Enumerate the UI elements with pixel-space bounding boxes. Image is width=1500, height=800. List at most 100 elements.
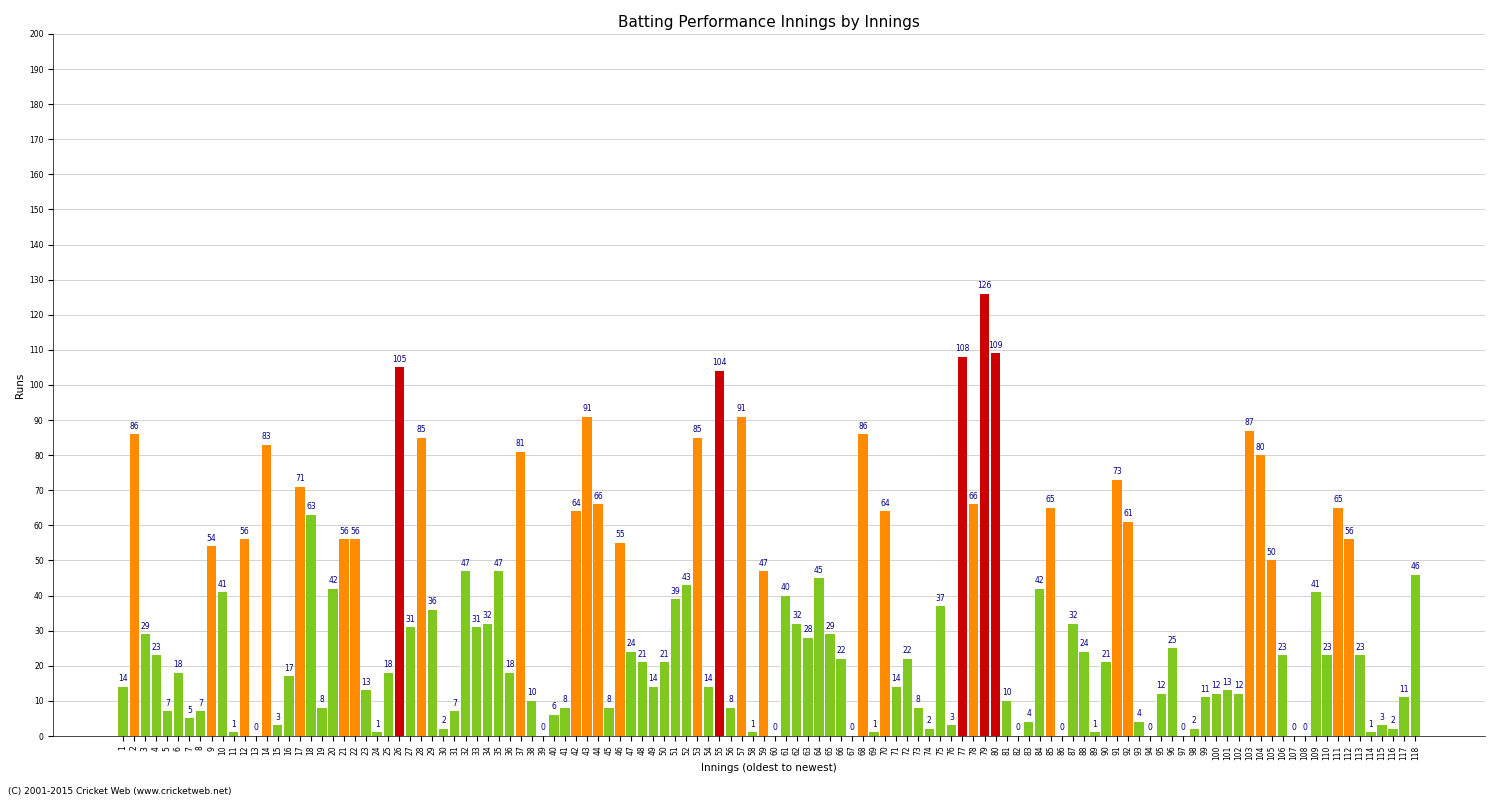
Text: 14: 14 xyxy=(891,674,902,683)
Text: 46: 46 xyxy=(1410,562,1420,571)
Text: 63: 63 xyxy=(306,502,316,511)
Bar xyxy=(748,733,758,736)
Bar xyxy=(1322,655,1332,736)
Bar xyxy=(262,445,272,736)
Text: 7: 7 xyxy=(198,699,202,708)
Bar xyxy=(604,708,613,736)
Text: 0: 0 xyxy=(772,723,777,733)
Text: 7: 7 xyxy=(452,699,458,708)
Text: 1: 1 xyxy=(375,720,380,729)
Text: 24: 24 xyxy=(1078,639,1089,648)
Text: 14: 14 xyxy=(648,674,658,683)
Bar xyxy=(196,711,206,736)
Text: 5: 5 xyxy=(188,706,192,715)
Text: 13: 13 xyxy=(362,678,370,687)
Text: 8: 8 xyxy=(562,695,567,705)
Text: 6: 6 xyxy=(552,702,556,711)
Text: 42: 42 xyxy=(328,576,338,585)
Text: 86: 86 xyxy=(129,422,140,430)
Text: 18: 18 xyxy=(384,660,393,670)
Bar xyxy=(936,606,945,736)
Text: 22: 22 xyxy=(836,646,846,655)
Bar xyxy=(870,733,879,736)
Bar xyxy=(1268,561,1276,736)
Bar xyxy=(526,701,537,736)
Text: 18: 18 xyxy=(506,660,515,670)
Bar xyxy=(1212,694,1221,736)
Bar xyxy=(284,676,294,736)
Text: 8: 8 xyxy=(320,695,324,705)
Bar xyxy=(494,571,504,736)
Bar xyxy=(472,627,482,736)
Text: 22: 22 xyxy=(903,646,912,655)
Bar xyxy=(1234,694,1244,736)
Text: 66: 66 xyxy=(969,492,978,501)
Text: 21: 21 xyxy=(1101,650,1112,658)
Bar xyxy=(438,729,448,736)
Bar xyxy=(681,585,692,736)
Bar xyxy=(815,578,824,736)
Bar xyxy=(1400,698,1408,736)
Text: 104: 104 xyxy=(712,358,726,367)
Text: 47: 47 xyxy=(759,558,768,567)
Text: 47: 47 xyxy=(494,558,504,567)
Bar xyxy=(506,673,515,736)
Bar xyxy=(924,729,934,736)
Bar xyxy=(825,634,834,736)
Text: 2: 2 xyxy=(1390,717,1395,726)
Bar xyxy=(174,673,183,736)
Text: 21: 21 xyxy=(638,650,646,658)
Bar xyxy=(296,486,304,736)
Bar xyxy=(316,708,327,736)
Text: 65: 65 xyxy=(1046,495,1056,504)
Text: 2: 2 xyxy=(1192,717,1197,726)
Text: 29: 29 xyxy=(141,622,150,630)
Text: 12: 12 xyxy=(1234,682,1244,690)
Text: 0: 0 xyxy=(540,723,544,733)
Text: 1: 1 xyxy=(231,720,236,729)
Text: 1: 1 xyxy=(871,720,876,729)
Text: 41: 41 xyxy=(1311,579,1320,589)
Text: 11: 11 xyxy=(1200,685,1210,694)
Text: 40: 40 xyxy=(782,583,790,592)
Text: 7: 7 xyxy=(165,699,170,708)
Text: 73: 73 xyxy=(1112,467,1122,476)
Text: 105: 105 xyxy=(392,355,406,364)
Text: 32: 32 xyxy=(792,611,801,620)
Text: 91: 91 xyxy=(736,404,747,413)
Bar xyxy=(394,367,404,736)
Text: 8: 8 xyxy=(606,695,612,705)
Text: 47: 47 xyxy=(460,558,471,567)
Bar xyxy=(1389,729,1398,736)
Bar xyxy=(417,438,426,736)
Bar xyxy=(1046,508,1056,736)
Bar xyxy=(660,662,669,736)
Title: Batting Performance Innings by Innings: Batting Performance Innings by Innings xyxy=(618,15,920,30)
Text: 64: 64 xyxy=(880,499,890,508)
Text: 86: 86 xyxy=(858,422,868,430)
Text: 83: 83 xyxy=(262,432,272,441)
Text: 25: 25 xyxy=(1167,636,1178,645)
Text: 24: 24 xyxy=(627,639,636,648)
Bar xyxy=(648,687,658,736)
Text: 55: 55 xyxy=(615,530,626,539)
Text: 43: 43 xyxy=(681,573,692,582)
Text: 32: 32 xyxy=(483,611,492,620)
Text: 1: 1 xyxy=(1368,720,1374,729)
Bar xyxy=(1024,722,1033,736)
Bar xyxy=(207,546,216,736)
Text: 3: 3 xyxy=(276,713,280,722)
Bar xyxy=(1410,574,1420,736)
Bar xyxy=(230,733,238,736)
Bar xyxy=(450,711,459,736)
Bar xyxy=(759,571,768,736)
Bar xyxy=(627,652,636,736)
Bar xyxy=(837,658,846,736)
Text: 1: 1 xyxy=(750,720,754,729)
Bar xyxy=(615,543,626,736)
Text: 126: 126 xyxy=(978,281,992,290)
Bar xyxy=(560,708,570,736)
Text: 18: 18 xyxy=(174,660,183,670)
Bar xyxy=(782,595,790,736)
Text: 3: 3 xyxy=(1380,713,1384,722)
